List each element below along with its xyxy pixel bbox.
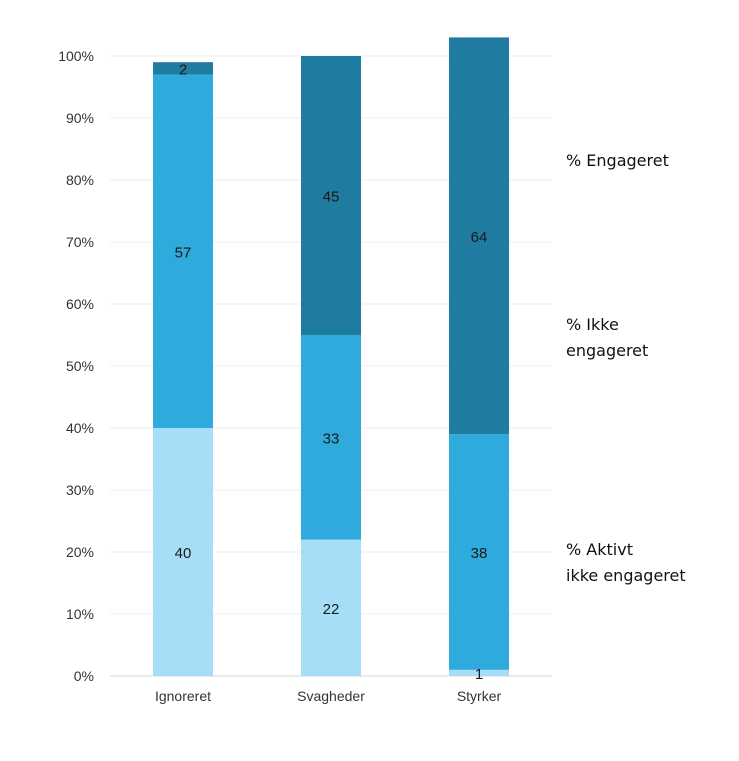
- y-tick-label: 50%: [66, 358, 94, 374]
- category-label: Styrker: [457, 688, 502, 704]
- x-axis-categories: Ignoreret Svagheder Styrker: [155, 688, 502, 704]
- bar-segment: [301, 539, 361, 676]
- data-label: 64: [471, 229, 488, 246]
- data-label: 22: [323, 601, 340, 618]
- bars: [153, 37, 509, 676]
- data-label: 40: [175, 545, 192, 562]
- data-label: 57: [175, 244, 192, 261]
- legend-engaged: % Engageret: [566, 148, 669, 174]
- category-label: Ignoreret: [155, 688, 211, 704]
- data-label: 33: [323, 430, 340, 447]
- bar-segment: [153, 62, 213, 75]
- data-label: 45: [323, 189, 340, 206]
- y-tick-label: 80%: [66, 172, 94, 188]
- y-tick-label: 100%: [58, 48, 94, 64]
- legend-not-engaged: % Ikke engageret: [566, 312, 648, 364]
- legend-active-not-engaged-line2: ikke engageret: [566, 566, 686, 585]
- bar-segment: [449, 669, 509, 676]
- category-label: Svagheder: [297, 688, 365, 704]
- bar-segment: [449, 434, 509, 670]
- bar-segment: [153, 428, 213, 676]
- y-tick-label: 0%: [74, 668, 94, 684]
- y-tick-label: 30%: [66, 482, 94, 498]
- data-label: 2: [179, 61, 187, 78]
- bar-segment: [153, 74, 213, 428]
- y-tick-label: 90%: [66, 110, 94, 126]
- bar-segment: [301, 56, 361, 335]
- legend-active-not-engaged: % Aktivt ikke engageret: [566, 537, 686, 589]
- y-axis-ticks: 0% 10% 20% 30% 40% 50% 60% 70% 80% 90% 100%: [58, 48, 94, 684]
- legend-not-engaged-line1: % Ikke: [566, 315, 619, 334]
- legend-engaged-label: % Engageret: [566, 151, 669, 170]
- y-tick-label: 10%: [66, 606, 94, 622]
- legend-not-engaged-line2: engageret: [566, 341, 649, 360]
- y-tick-label: 70%: [66, 234, 94, 250]
- data-label: 1: [475, 666, 483, 683]
- legend-active-not-engaged-line1: % Aktivt: [566, 540, 633, 559]
- bar-segment: [449, 37, 509, 435]
- y-tick-label: 40%: [66, 420, 94, 436]
- bar-segment: [301, 335, 361, 540]
- y-tick-label: 60%: [66, 296, 94, 312]
- data-label: 38: [471, 545, 488, 562]
- y-tick-label: 20%: [66, 544, 94, 560]
